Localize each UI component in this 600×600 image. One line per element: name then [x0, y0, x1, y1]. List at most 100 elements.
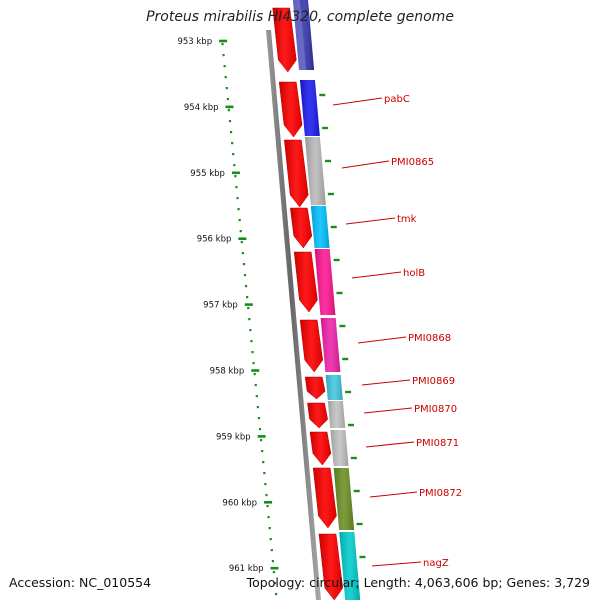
scale-tick-label: 954 kbp [184, 103, 219, 113]
gene-label-leader [363, 407, 413, 414]
scale-tick-mark [219, 39, 228, 43]
scale-tick-mark [225, 105, 234, 109]
scale-dot [226, 98, 229, 101]
gene-track-tick [359, 555, 366, 559]
map-title: Proteus mirabilis HI4320, complete genom… [146, 9, 454, 25]
scale-dot [267, 516, 270, 519]
scale-dot [231, 142, 234, 145]
scale-dot [225, 87, 228, 90]
scale-ticks: 953 kbp 954 kbp 955 kbp 956 kbp 957 kbp 958 k… [177, 37, 279, 574]
scale-dot [229, 131, 233, 134]
scale-tick-mark [264, 501, 273, 504]
scale-dot [272, 571, 276, 574]
scale-tick-label: 961 kbp [229, 564, 264, 574]
scale-dot [251, 351, 254, 354]
gene-track-tick [353, 489, 360, 493]
scale-dot [224, 76, 227, 79]
scale-dot [233, 164, 236, 167]
scale-dot [263, 472, 266, 475]
cds-arrow [318, 533, 344, 600]
gene-track-tick [322, 126, 329, 130]
scale-dot [228, 120, 232, 123]
gene-label: PMI0872 [419, 488, 462, 499]
gene-block-shading [339, 532, 361, 600]
scale-dot [265, 494, 268, 497]
gene-label: PMI0868 [408, 333, 451, 344]
accession-text: Accession: NC_010554 [9, 575, 152, 590]
scale-tick-mark [257, 435, 266, 438]
scale-tick-label: 953 kbp [177, 37, 212, 47]
scale-dot [260, 439, 263, 442]
gene-label: PMI0871 [416, 438, 459, 449]
scale-tick-mark [231, 171, 240, 175]
scale-dot [247, 307, 250, 310]
cds-arrow [312, 467, 337, 529]
scale-dot [241, 252, 244, 255]
scale-tick-label: 958 kbp [210, 367, 245, 377]
scale-dot [270, 549, 273, 552]
scale-tick-mark [270, 566, 279, 570]
scale-tick-label: 959 kbp [216, 432, 251, 442]
cds-arrow [299, 319, 323, 373]
scale-dot [253, 373, 256, 376]
gene-label: tmk [397, 214, 417, 225]
gene-track-tick [319, 93, 326, 97]
gene-label: nagZ [423, 558, 449, 569]
scale-tick-label: 957 kbp [203, 301, 238, 311]
scale-dot [242, 263, 246, 266]
gene-block-shading [330, 430, 349, 466]
scale-dot [235, 186, 238, 189]
gene-labels: pabC PMI0865 tmk holB PMI0868 PMI0869 PMI0870 P… [332, 94, 462, 569]
scale-dot [271, 560, 274, 563]
genome-summary-text: Topology: circular; Length: 4,063,606 bp… [246, 575, 590, 590]
scale-tick-mark [251, 369, 260, 372]
scale-dot [268, 527, 271, 530]
scale-tick-mark [244, 303, 253, 306]
gene-label-leader [332, 97, 383, 106]
gene-track-tick [336, 291, 343, 295]
gene-block-shading [314, 249, 336, 315]
gene-track-tick [327, 192, 334, 196]
gene-track-tick [350, 456, 357, 460]
scale-dot [221, 43, 224, 46]
scale-dot [249, 329, 252, 332]
gene-block-shading [333, 468, 355, 530]
cds-arrow [290, 207, 313, 249]
scale-dot [261, 450, 264, 453]
scale-dot [275, 593, 278, 596]
scale-dot [266, 505, 269, 508]
scale-dot [223, 65, 226, 68]
gene-label: PMI0870 [414, 404, 457, 415]
gene-track-tick [339, 324, 346, 328]
cds-arrow [284, 139, 309, 208]
cds-arrow [304, 376, 326, 400]
scale-dot [262, 461, 265, 464]
scale-dot [256, 406, 259, 409]
cds-arrow [272, 7, 297, 73]
gene-label-leader [361, 379, 411, 386]
scale-dot [252, 362, 255, 365]
scale-tick-label: 956 kbp [197, 235, 232, 245]
gene-label-leader [351, 271, 402, 279]
gene-block-shading [299, 80, 320, 136]
gene-block-shading [325, 375, 343, 400]
scale-dot [243, 274, 247, 277]
gene-block-shading [327, 401, 346, 428]
scale-dot [236, 197, 239, 200]
scale-dot [246, 296, 249, 299]
scale-dot [248, 318, 251, 321]
scale-dot [232, 153, 235, 156]
scale-dot [238, 219, 241, 222]
cds-arrow [278, 81, 303, 138]
gene-block-shading [310, 206, 330, 248]
scale-tick-mark [238, 237, 247, 240]
gene-label-leader [365, 441, 415, 448]
gene-label: PMI0865 [391, 157, 434, 168]
scale-dot [244, 285, 248, 288]
scale-dot [239, 230, 242, 233]
scale-dot [237, 208, 240, 211]
gene-label-leader [345, 217, 396, 225]
scale-dot [269, 538, 272, 541]
dotted-scale-line [221, 43, 278, 596]
gene-track-tick [325, 159, 332, 163]
